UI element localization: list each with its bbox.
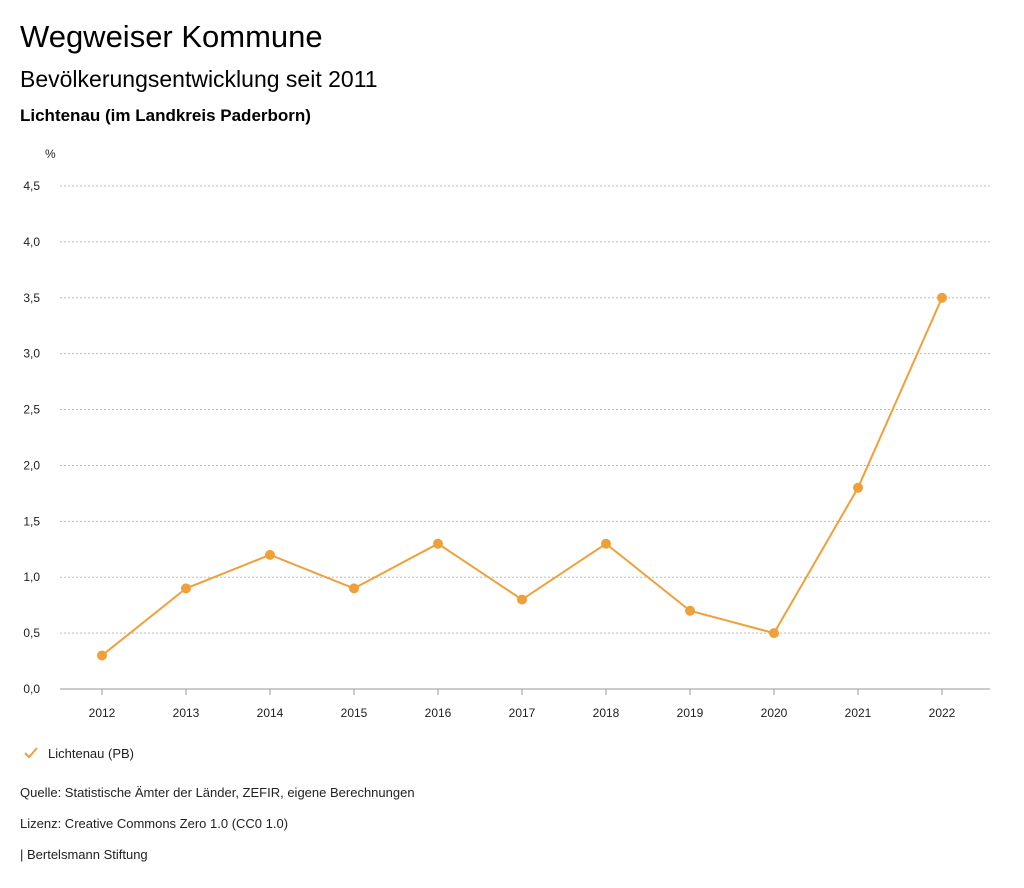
y-axis-ticks: 0,0 0,5 1,0 1,5 2,0 2,5 3,0 3,5 4,0 4,5: [23, 179, 40, 696]
x-tick-label: 2014: [257, 706, 284, 720]
page-title: Wegweiser Kommune: [20, 19, 323, 54]
data-point[interactable]: [349, 583, 359, 594]
source-note: Quelle: Statistische Ämter der Länder, Z…: [20, 785, 415, 800]
y-tick-label: 4,5: [23, 179, 40, 193]
grid-lines: [60, 185, 990, 690]
x-tick-label: 2012: [89, 706, 116, 720]
data-point[interactable]: [601, 538, 611, 549]
x-tick-label: 2021: [845, 706, 872, 720]
line-chart: % 0,00,51,01,52,02,53,03,54,04,5 2012 201…: [23, 147, 990, 720]
x-tick-label: 2018: [593, 706, 620, 720]
x-tick-label: 2019: [677, 706, 704, 720]
y-tick-label: 0,5: [23, 626, 40, 640]
series-group: [97, 292, 947, 661]
legend[interactable]: Lichtenau (PB): [22, 744, 134, 762]
data-point[interactable]: [181, 583, 191, 594]
x-tick-label: 2016: [425, 706, 452, 720]
x-axis-ticks: 2012 2013 2014 2015 2016 2017 2018 2019 2020 2021…: [89, 689, 956, 720]
y-tick-label: 4,0: [23, 235, 40, 249]
publisher-note: | Bertelsmann Stiftung: [20, 847, 148, 862]
y-axis-unit: %: [45, 147, 56, 161]
data-point[interactable]: [517, 594, 527, 605]
license-note: Lizenz: Creative Commons Zero 1.0 (CC0 1…: [20, 816, 289, 831]
x-tick-label: 2015: [341, 706, 368, 720]
x-tick-label: 2017: [509, 706, 536, 720]
data-point[interactable]: [937, 292, 947, 303]
check-icon: [24, 747, 38, 759]
data-point[interactable]: [769, 628, 779, 639]
data-point[interactable]: [685, 605, 695, 616]
x-tick-label: 2020: [761, 706, 788, 720]
y-tick-label: 3,0: [23, 347, 40, 361]
y-tick-label: 3,5: [23, 291, 40, 305]
data-point[interactable]: [433, 538, 443, 549]
y-tick-label: 2,5: [23, 403, 40, 417]
data-point[interactable]: [853, 482, 863, 493]
y-tick-label: 1,5: [23, 514, 40, 528]
data-point[interactable]: [265, 549, 275, 560]
y-tick-label: 2,0: [23, 458, 40, 472]
y-tick-label: 0,0: [23, 682, 40, 696]
x-tick-label: 2013: [173, 706, 200, 720]
region-label: Lichtenau (im Landkreis Paderborn): [20, 106, 311, 125]
data-point[interactable]: [97, 650, 107, 661]
x-tick-label: 2022: [929, 706, 956, 720]
chart-subtitle: Bevölkerungsentwicklung seit 2011: [20, 66, 378, 92]
y-tick-label: 1,0: [23, 570, 40, 584]
legend-label: Lichtenau (PB): [48, 745, 134, 761]
